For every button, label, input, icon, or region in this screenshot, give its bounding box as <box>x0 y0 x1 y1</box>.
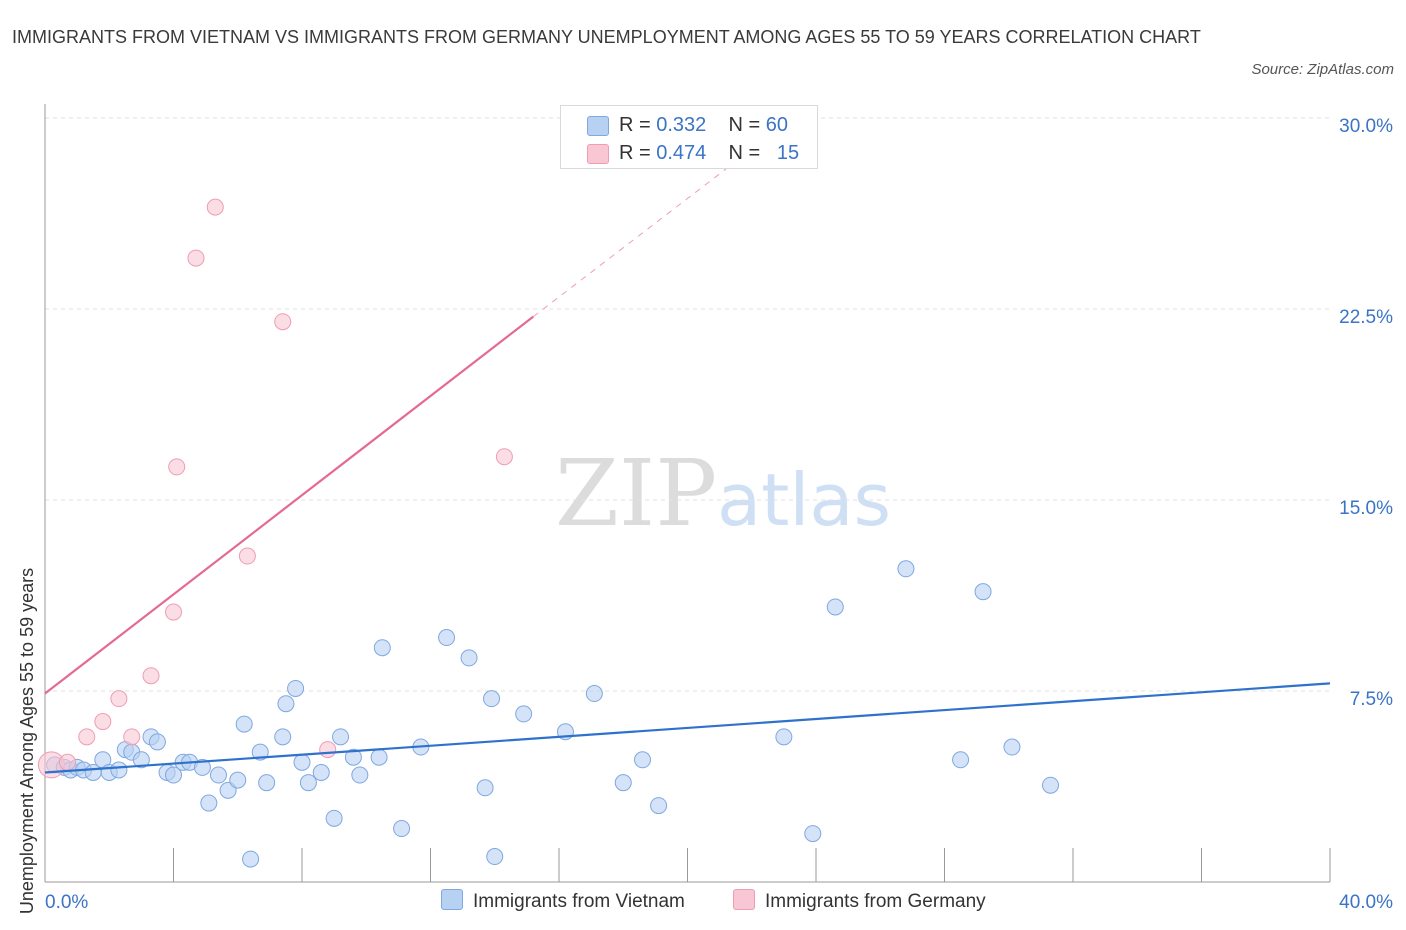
vietnam-point <box>804 825 822 843</box>
vietnam-point <box>293 753 311 771</box>
legend-r-label: R = <box>619 114 657 136</box>
germany-point <box>238 547 256 565</box>
y-tick-label: 15.0% <box>1339 498 1393 519</box>
vietnam-point <box>1042 776 1060 794</box>
legend-r-value-germany: 0.474 <box>656 142 707 164</box>
vietnam-point <box>897 560 915 578</box>
vietnam-point <box>634 751 652 769</box>
vietnam-point <box>132 751 150 769</box>
legend-n-value-vietnam: 60 <box>765 114 789 136</box>
vietnam-point <box>165 766 182 784</box>
vietnam-point <box>373 639 391 657</box>
vietnam-point <box>332 728 350 746</box>
bottom-legend-swatch-germany <box>733 889 755 910</box>
vietnam-point <box>1003 738 1021 756</box>
vietnam-point <box>351 766 369 784</box>
grid-lines <box>45 117 1330 692</box>
watermark-zip: ZIP <box>555 440 717 547</box>
vietnam-point <box>775 728 793 746</box>
vietnam-point <box>614 774 632 792</box>
germany-point <box>94 713 112 731</box>
y-tick-label: 30.0% <box>1339 116 1393 137</box>
vietnam-point <box>312 763 330 781</box>
vietnam-point <box>370 748 388 766</box>
bottom-legend-label-germany: Immigrants from Germany <box>765 891 986 912</box>
vietnam-point <box>242 850 260 868</box>
y-tick-label: 22.5% <box>1339 307 1393 328</box>
vietnam-point <box>299 774 317 792</box>
vietnam-point <box>952 751 970 769</box>
vietnam-point <box>974 583 992 601</box>
vietnam-point <box>585 685 603 703</box>
germany-point <box>165 603 182 621</box>
x-tick-label: 0.0% <box>45 892 88 913</box>
vietnam-point <box>235 715 253 733</box>
legend-r-label: R = <box>619 142 657 164</box>
legend-text-vietnam: R = 0.332 N = 60 <box>619 112 788 138</box>
legend-swatch-vietnam <box>587 116 609 136</box>
y-tick-labels: 7.5% 15.0% 22.5% 30.0% <box>1339 116 1393 710</box>
x-tick-label: 40.0% <box>1339 892 1393 913</box>
legend-r-value-vietnam: 0.332 <box>656 114 707 136</box>
germany-point <box>187 249 205 267</box>
vietnam-point <box>460 649 478 667</box>
vietnam-point <box>200 794 218 812</box>
germany-point <box>495 448 513 466</box>
germany-point <box>58 753 76 771</box>
vietnam-point <box>325 809 343 827</box>
axes <box>44 104 1331 883</box>
y-tick-label: 7.5% <box>1350 689 1393 710</box>
vietnam-point <box>148 733 166 751</box>
trend-lines <box>44 168 1331 774</box>
germany-trend-line <box>44 315 534 695</box>
germany-point <box>123 728 141 746</box>
correlation-legend: R = 0.332 N = 60 R = 0.474 N = 15 <box>560 105 818 169</box>
vietnam-point <box>229 771 247 789</box>
bottom-legend-germany: Immigrants from Germany <box>733 888 986 916</box>
vietnam-point <box>277 695 295 713</box>
bottom-legend-label-vietnam: Immigrants from Vietnam <box>473 891 685 912</box>
vietnam-point <box>826 598 844 616</box>
watermark: ZIP atlas <box>555 440 891 547</box>
vietnam-point <box>486 848 504 866</box>
chart-title: IMMIGRANTS FROM VIETNAM VS IMMIGRANTS FR… <box>12 27 1201 47</box>
vietnam-point <box>476 779 494 797</box>
germany-point <box>274 313 292 331</box>
vietnam-point <box>650 797 668 815</box>
vietnam-point <box>193 758 211 776</box>
bottom-legend-vietnam: Immigrants from Vietnam <box>441 888 685 916</box>
germany-point <box>142 667 160 685</box>
vietnam-point <box>393 820 411 838</box>
legend-n-label: N = <box>728 114 766 136</box>
vietnam-point <box>110 761 128 779</box>
vietnam-point <box>258 774 276 792</box>
germany-trend-extension <box>532 168 727 318</box>
series-vietnam-points <box>46 560 1060 868</box>
vietnam-point <box>515 705 533 723</box>
legend-n-value-germany: 15 <box>776 142 800 164</box>
vietnam-point <box>251 743 269 761</box>
vietnam-trend-line <box>44 682 1331 774</box>
vietnam-point <box>438 629 456 647</box>
bottom-legend-swatch-vietnam <box>441 889 463 910</box>
germany-point <box>110 690 128 708</box>
source-label: Source: ZipAtlas.com <box>1251 61 1394 78</box>
vietnam-point <box>344 748 362 766</box>
germany-point <box>319 741 337 759</box>
germany-point <box>78 728 96 746</box>
legend-swatch-germany <box>587 144 609 164</box>
vietnam-point <box>287 679 305 697</box>
vietnam-point <box>274 728 292 746</box>
legend-text-germany: R = 0.474 N = 15 <box>619 140 799 166</box>
x-tick-labels: 0.0% 40.0% <box>45 892 1393 913</box>
germany-point <box>168 458 186 476</box>
y-axis-title: Unemployment Among Ages 55 to 59 years <box>17 568 37 914</box>
germany-point <box>206 198 224 216</box>
vietnam-point <box>483 690 501 708</box>
legend-n-label: N = <box>728 142 766 164</box>
vietnam-point <box>209 766 227 784</box>
